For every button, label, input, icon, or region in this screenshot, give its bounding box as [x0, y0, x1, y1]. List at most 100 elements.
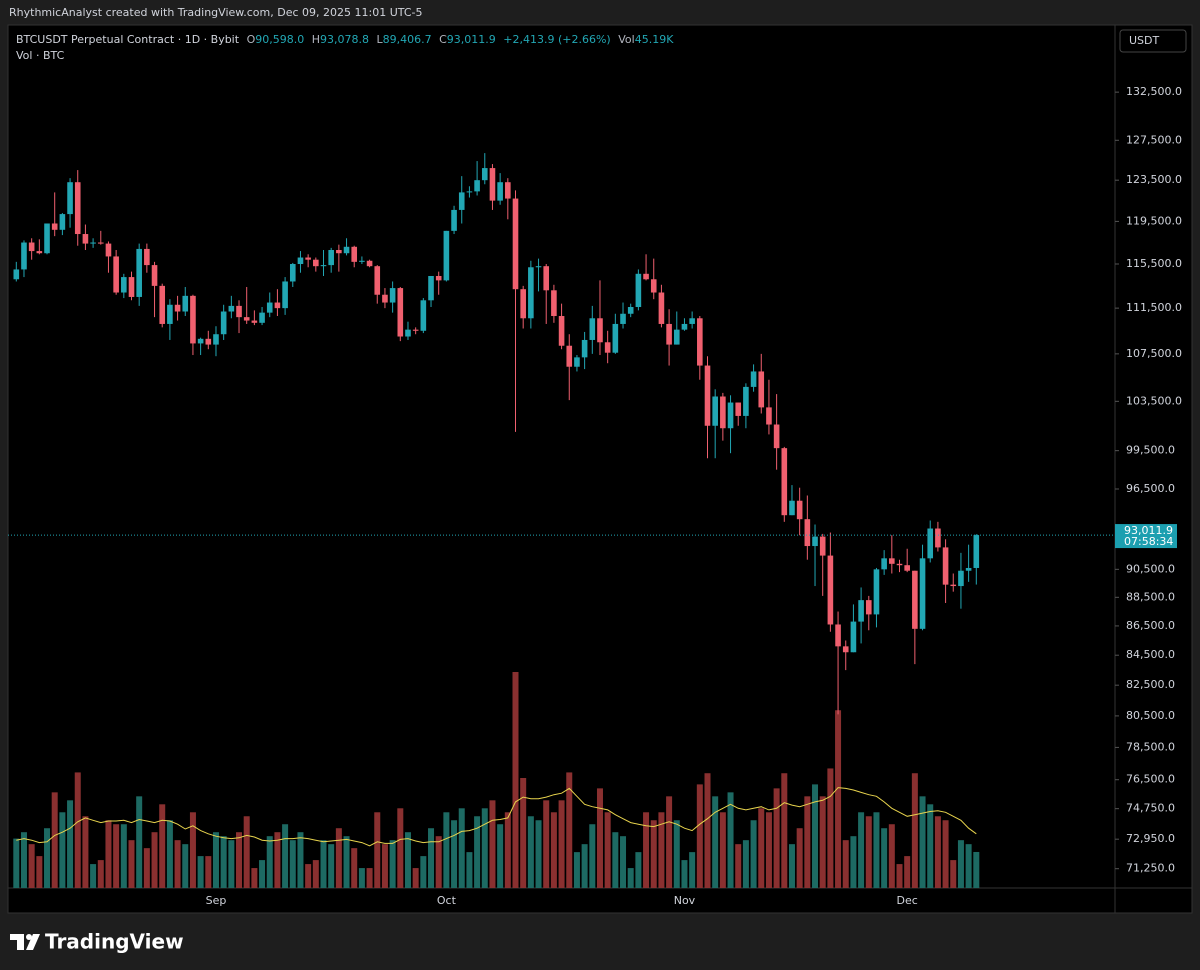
- candle-body: [750, 371, 757, 387]
- candle-body: [581, 339, 588, 358]
- y-tick-label: 74,750.0: [1126, 802, 1175, 815]
- candle-body: [727, 402, 734, 429]
- volume-bar: [97, 860, 104, 888]
- volume-bar: [773, 788, 780, 888]
- volume-bar: [696, 784, 703, 888]
- candle-body: [512, 198, 519, 290]
- volume-bar: [650, 820, 657, 888]
- candle-body: [758, 371, 765, 408]
- volume-bar: [666, 796, 673, 888]
- volume-bar: [927, 804, 934, 888]
- volume-bar: [105, 820, 112, 888]
- candle-body: [697, 318, 703, 366]
- candle-body: [766, 407, 772, 425]
- volume-bar: [420, 856, 427, 888]
- volume-bar: [850, 836, 857, 888]
- symbol: BTCUSDT Perpetual Contract · 1D · Bybit: [16, 33, 240, 46]
- volume-bar: [934, 816, 941, 888]
- candle-body: [36, 251, 43, 254]
- volume-bar: [758, 808, 765, 888]
- candle-body: [313, 259, 319, 267]
- volume-bar: [788, 844, 795, 888]
- candle-body: [97, 242, 104, 244]
- volume-bar: [151, 832, 158, 888]
- y-tick-label: 96,500.0: [1126, 482, 1175, 495]
- candle-body: [804, 519, 811, 547]
- volume-bar: [44, 828, 51, 888]
- candle-body: [351, 246, 358, 262]
- candle-body: [374, 266, 381, 295]
- volume-bar: [781, 773, 788, 888]
- volume-bar: [689, 852, 696, 888]
- volume-bar: [236, 832, 243, 888]
- candle-body: [190, 295, 196, 344]
- candle-body: [643, 273, 649, 280]
- candle-body: [113, 256, 119, 293]
- candle-body: [182, 295, 189, 312]
- candle-body: [850, 621, 857, 653]
- candle-body: [528, 267, 534, 319]
- candle-body: [635, 273, 642, 308]
- volume-ma-line: [16, 787, 977, 847]
- volume-bar: [812, 784, 819, 888]
- volume-bar: [896, 864, 903, 888]
- candle-body: [574, 357, 580, 367]
- candle-body: [251, 320, 258, 323]
- volume-bar: [435, 836, 442, 888]
- close-value: 93,011.9: [447, 33, 496, 46]
- volume-bar: [635, 852, 642, 888]
- candle-body: [543, 266, 550, 291]
- volume-bar: [804, 796, 811, 888]
- logo-shape: [26, 934, 40, 950]
- volume-bar: [888, 824, 895, 888]
- volume-bar: [113, 824, 120, 888]
- volume-bar: [957, 840, 964, 888]
- volume-bar: [589, 824, 596, 888]
- candle-body: [935, 528, 941, 548]
- candle-body: [336, 250, 342, 254]
- candle-body: [151, 265, 158, 286]
- last-price-label: 93,011.9: [1124, 524, 1173, 537]
- volume-bar: [197, 856, 204, 888]
- volume-bar: [189, 812, 196, 888]
- chart-frame: [7, 24, 1193, 914]
- candle-body: [236, 305, 242, 318]
- volume-bar: [397, 808, 404, 888]
- currency[interactable]: USDT: [1129, 34, 1160, 47]
- candle-body: [789, 500, 795, 516]
- volume-bar: [965, 844, 972, 888]
- volume-bar: [312, 860, 319, 888]
- volume-bar: [704, 773, 711, 888]
- candle-body: [167, 304, 173, 324]
- candle-body: [773, 424, 780, 449]
- volume-bar: [712, 796, 719, 888]
- volume-bar: [835, 710, 842, 888]
- candle-body: [927, 528, 934, 559]
- volume-bar: [220, 836, 227, 888]
- candle-body: [604, 342, 611, 353]
- volume-bar: [120, 824, 127, 888]
- volume-bar: [282, 824, 289, 888]
- volume-bar: [673, 820, 680, 888]
- y-tick-label: 76,500.0: [1126, 773, 1175, 786]
- volume-bar: [428, 828, 435, 888]
- candle-body: [827, 555, 834, 625]
- open-value: 90,598.0: [255, 33, 304, 46]
- currency-button[interactable]: [1119, 29, 1187, 53]
- volume-bar: [942, 820, 949, 888]
- logo-shape: [26, 934, 32, 940]
- candle-body: [666, 323, 672, 345]
- volume-bar: [520, 778, 527, 888]
- volume-bar: [904, 856, 911, 888]
- y-tick-label: 111,500.0: [1126, 301, 1182, 314]
- candle-body: [558, 316, 565, 346]
- volume-bar: [243, 816, 250, 888]
- volume-bar: [658, 812, 665, 888]
- candle-body: [658, 292, 665, 324]
- change: +2,413.9 (+2.66%): [503, 33, 610, 46]
- volume-bar: [627, 868, 634, 888]
- volume-bar: [297, 832, 304, 888]
- y-tick-label: 119,500.0: [1126, 214, 1182, 227]
- y-tick-label: 90,500.0: [1126, 562, 1175, 575]
- volume-bar: [90, 864, 97, 888]
